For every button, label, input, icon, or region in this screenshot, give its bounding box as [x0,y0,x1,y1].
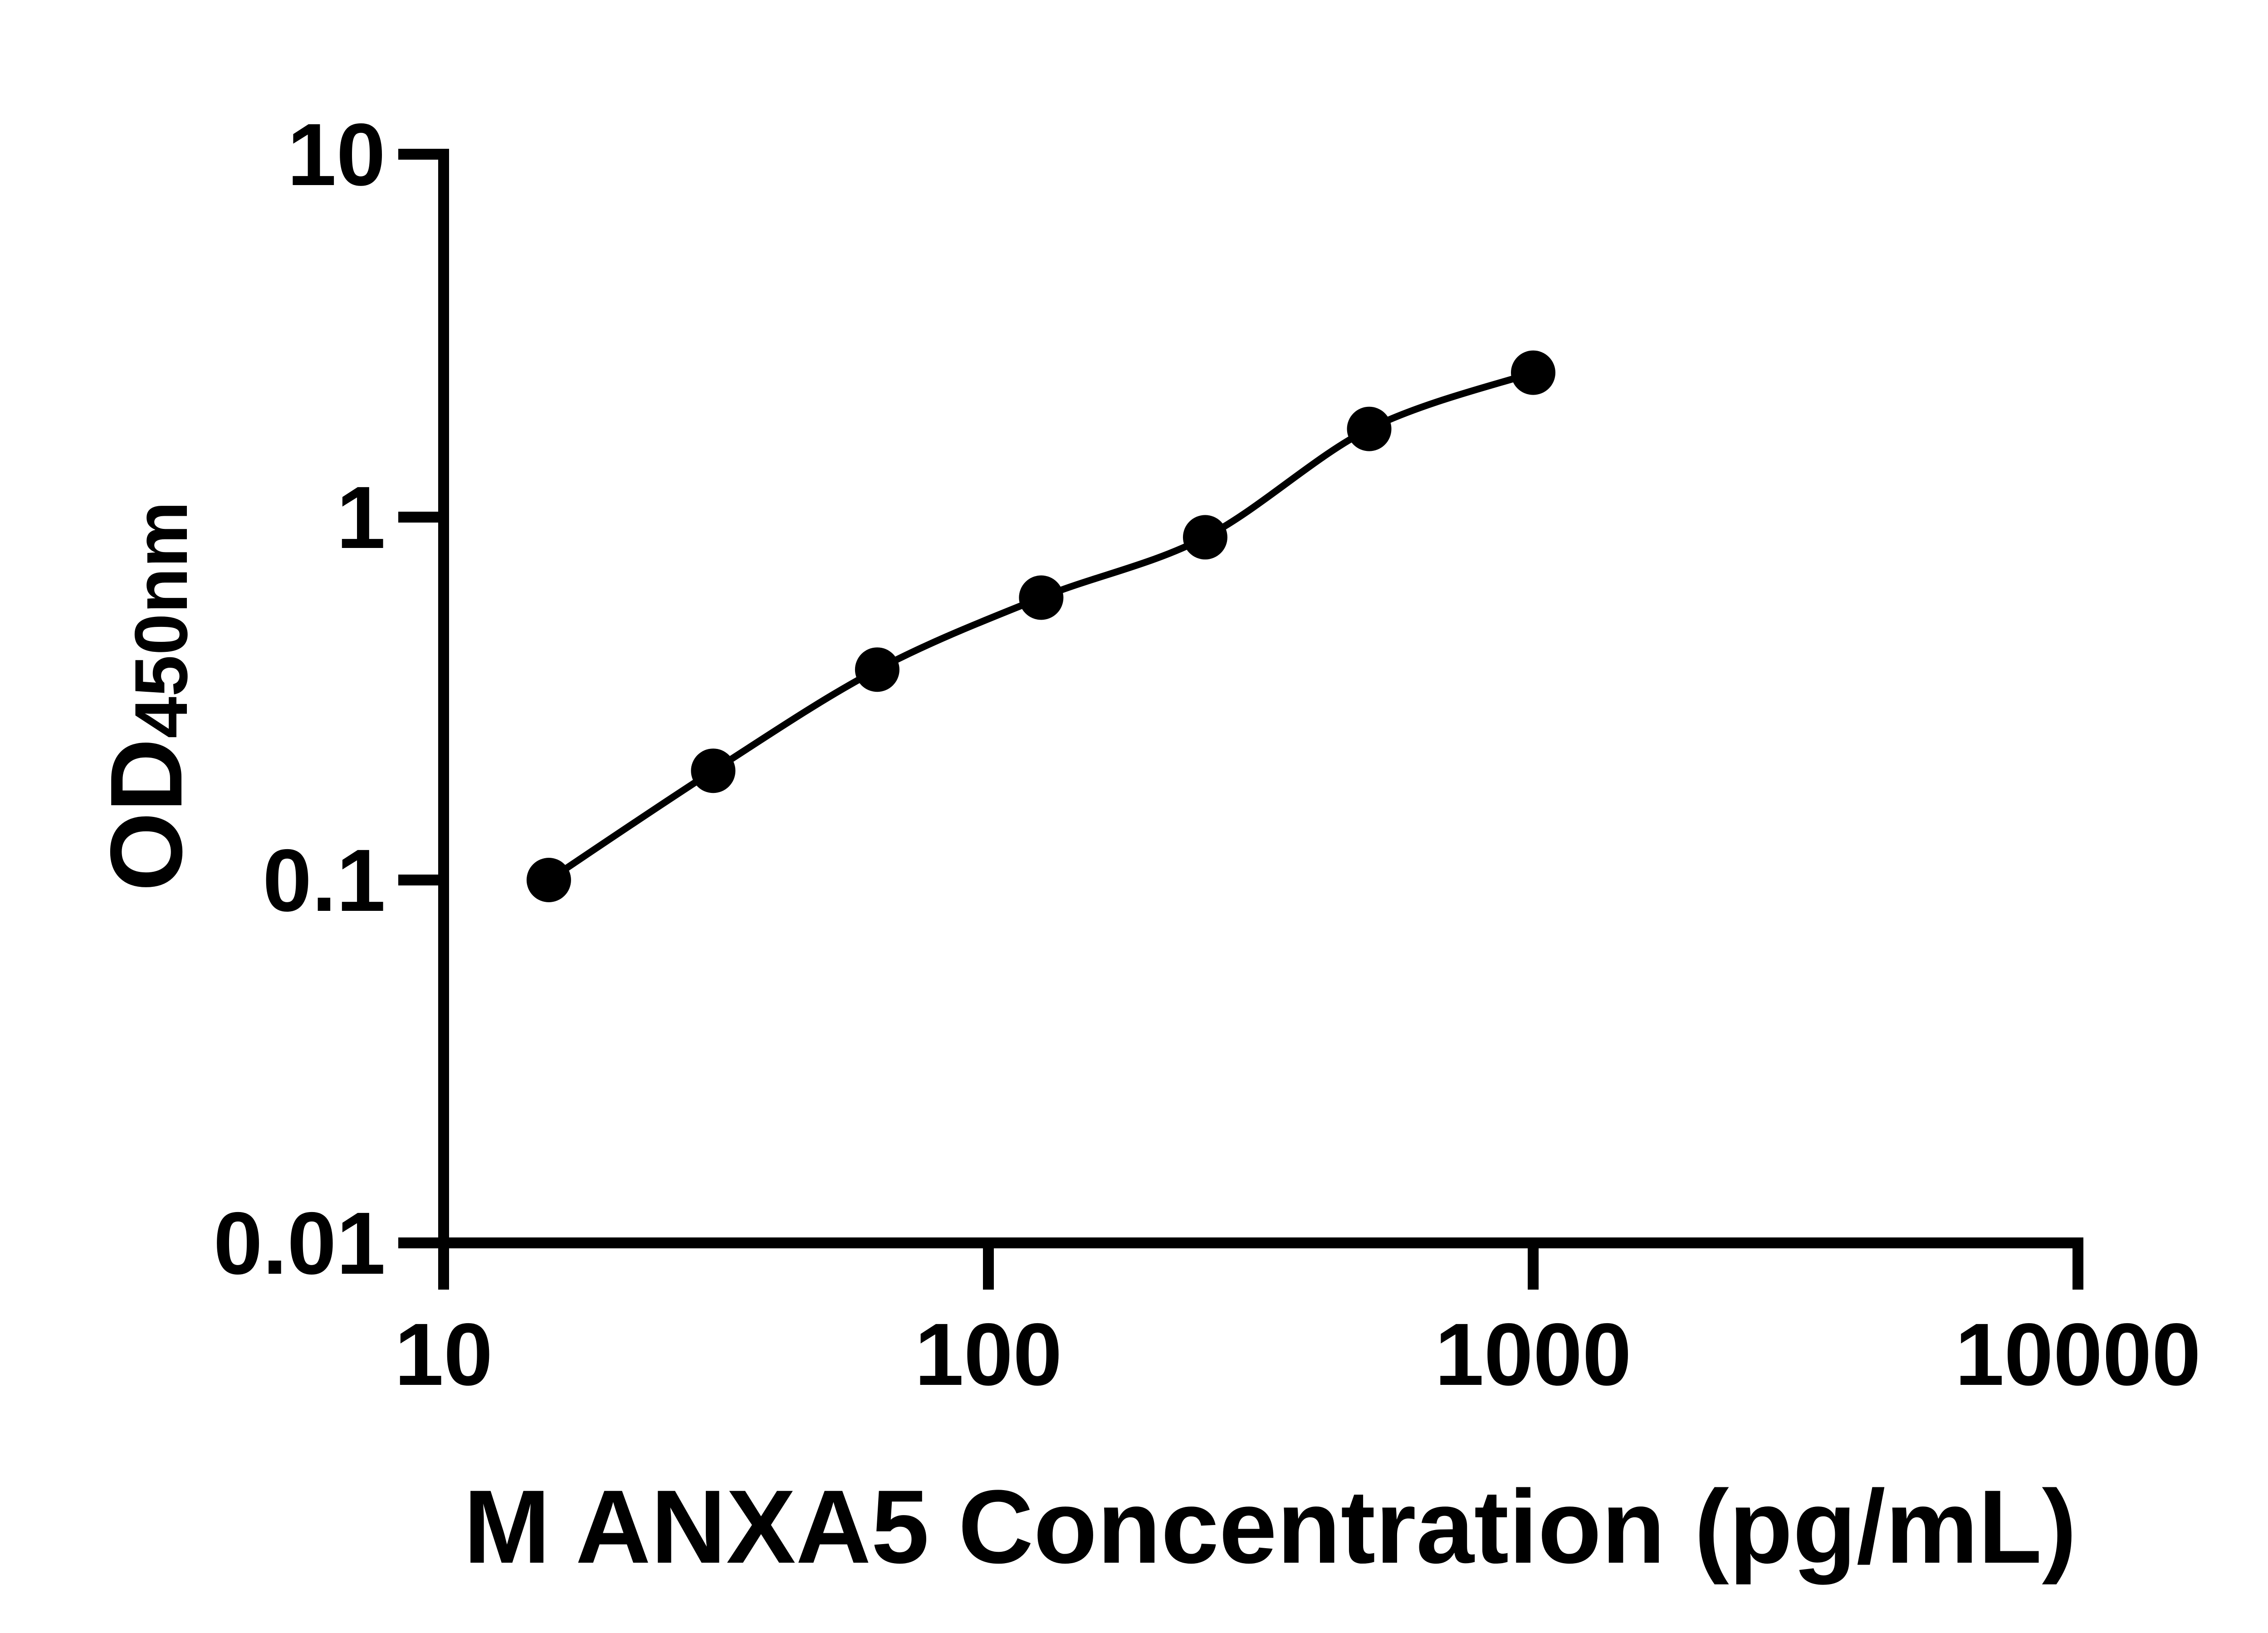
data-points [526,350,1555,902]
data-point-5 [1183,515,1227,560]
x-tick-label-100: 100 [914,1305,1062,1404]
x-axis-tick-labels: 10 100 1000 10000 [395,1305,2201,1404]
data-point-3 [855,647,899,692]
x-tick-label-1000: 1000 [1435,1305,1632,1404]
fit-curve-line [545,369,1537,884]
y-axis-tick-labels: 10 1 0.1 0.01 [213,105,386,1293]
x-tick-label-10000: 10000 [1955,1305,2201,1404]
x-tick-label-10: 10 [395,1305,493,1404]
y-tick-label-0.01: 0.01 [213,1194,386,1293]
data-point-7 [1511,350,1555,395]
data-point-4 [1019,575,1064,620]
x-axis-ticks [438,1243,2083,1290]
y-axis-title: OD450nm [89,501,203,891]
data-point-6 [1347,406,1392,451]
data-point-2 [691,748,736,793]
y-tick-label-0.1: 0.1 [263,831,386,930]
y-axis-title-sub: 450nm [119,501,203,738]
x-axis-title: M ANXA5 Concentration (pg/mL) [464,1468,2077,1585]
y-tick-label-1: 1 [337,468,386,567]
y-axis-ticks [398,149,444,1248]
y-axis-title-base: OD [89,738,203,892]
y-tick-label-10: 10 [287,105,386,204]
data-point-1 [526,858,571,902]
axes [438,149,2083,1290]
